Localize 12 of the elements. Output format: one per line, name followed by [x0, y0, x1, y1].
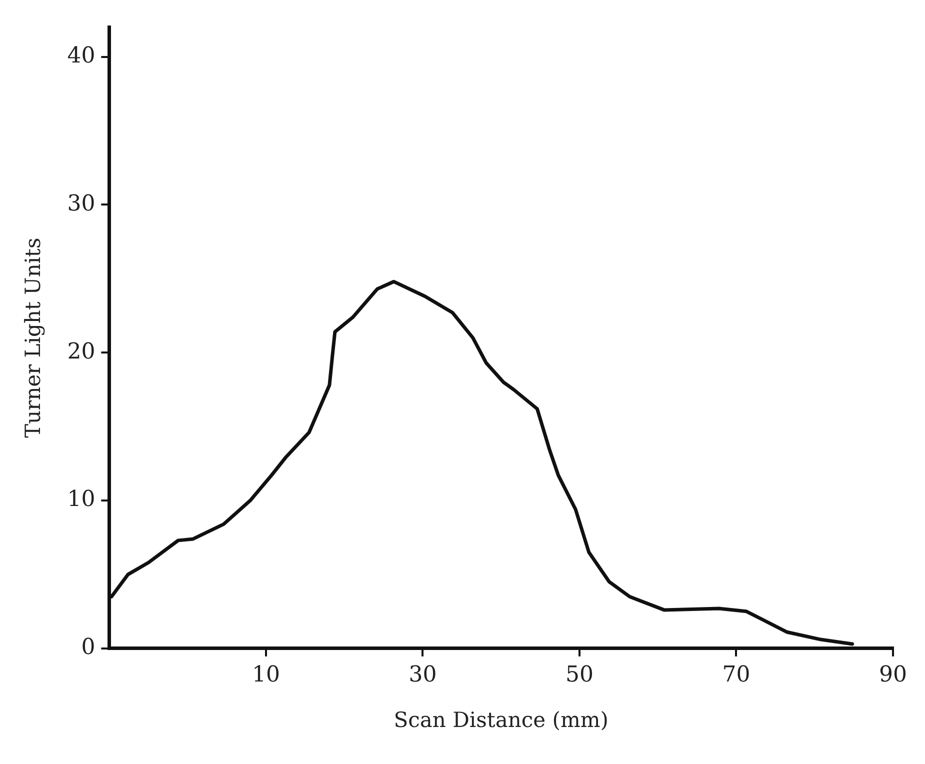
- x-tick-label: 90: [879, 662, 908, 688]
- y-tick-label: 20: [67, 339, 96, 364]
- y-tick-label: 30: [67, 191, 96, 216]
- y-axis-title: Turner Light Units: [21, 238, 46, 438]
- y-tick-label: 0: [81, 635, 96, 660]
- x-tick-label: 30: [408, 662, 437, 688]
- y-tick-label: 10: [67, 487, 96, 512]
- x-tick-label: 10: [252, 662, 280, 688]
- x-tick-label: 50: [565, 662, 594, 688]
- y-tick-label: 40: [67, 44, 96, 68]
- x-axis-title: Scan Distance (mm): [394, 708, 608, 732]
- x-tick-label: 70: [722, 662, 750, 688]
